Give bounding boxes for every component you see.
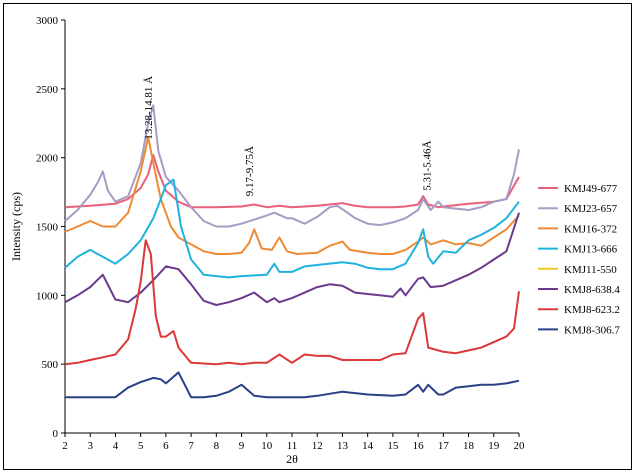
legend-item: KMJ23-657: [538, 203, 618, 215]
x-tick-label: 10: [261, 440, 273, 452]
x-tick-label: 13: [337, 440, 349, 452]
series-line-kmj49-677: [64, 153, 520, 209]
x-tick-label: 9: [239, 440, 245, 452]
y-tick-label: 1000: [36, 290, 59, 302]
y-tick-label: 500: [42, 359, 59, 371]
legend-label: KMJ8-306.7: [564, 324, 620, 336]
legend-item: KMJ13-666: [538, 244, 618, 256]
x-tick-label: 7: [188, 440, 194, 452]
legend-item: KMJ8-638.4: [538, 284, 620, 296]
legend-item: KMJ11-550: [538, 264, 617, 276]
legend-label: KMJ49-677: [564, 183, 618, 195]
peak-annotation: 9.17-9.75Å: [244, 146, 256, 196]
x-tick-label: 16: [413, 440, 425, 452]
legend-label: KMJ23-657: [564, 203, 618, 215]
legend-label: KMJ8-623.2: [564, 304, 620, 316]
x-tick-label: 17: [438, 440, 450, 452]
legend-item: KMJ16-372: [538, 223, 617, 235]
x-tick-label: 20: [514, 440, 526, 452]
x-tick-label: 6: [163, 440, 169, 452]
x-axis-title: 2θ: [286, 452, 298, 466]
peak-annotation: 5.31-5.46Å: [422, 141, 434, 191]
y-tick-label: 1500: [36, 222, 59, 234]
y-tick-label: 2500: [36, 84, 59, 96]
axes: 0 500 1000 1500 2000 2500 3000 2 3 4 5 6 7 8 9 10 11 12 13…: [36, 15, 525, 452]
series-line-kmj16-372: [64, 136, 520, 255]
x-tick-label: 2: [62, 440, 68, 452]
x-tick-label: 19: [488, 440, 500, 452]
x-tick-label: 12: [312, 440, 323, 452]
y-tick-label: 0: [53, 428, 59, 440]
legend-item: KMJ49-677: [538, 183, 618, 195]
y-tick-label: 2000: [36, 153, 59, 165]
x-tick-label: 11: [287, 440, 298, 452]
legend-label: KMJ16-372: [564, 223, 617, 235]
series-line-kmj8-623-2: [64, 239, 520, 366]
x-tick-label: 15: [387, 440, 399, 452]
legend-label: KMJ11-550: [564, 264, 617, 276]
x-tick-label: 5: [138, 440, 144, 452]
x-tick-label: 8: [214, 440, 220, 452]
x-tick-label: 18: [463, 440, 475, 452]
annotations: 13.28-14.81 Å 9.17-9.75Å 5.31-5.46Å: [143, 76, 434, 196]
series-line-kmj8-306-7: [65, 371, 520, 399]
x-tick-label: 14: [362, 440, 374, 452]
peak-annotation: 13.28-14.81 Å: [143, 76, 155, 140]
series-lines: [64, 104, 520, 399]
legend-label: KMJ8-638.4: [564, 284, 620, 296]
legend: KMJ49-677 KMJ23-657 KMJ16-372 KMJ13-666 KMJ1…: [538, 183, 620, 336]
series-line-kmj8-638-4: [64, 212, 520, 306]
chart-frame: [3, 3, 632, 470]
y-tick-label: 3000: [36, 15, 59, 27]
y-axis-title: Intensity (cps): [9, 192, 23, 261]
x-tick-label: 3: [87, 440, 93, 452]
series-line-kmj13-666: [64, 178, 520, 279]
legend-item: KMJ8-623.2: [538, 304, 620, 316]
x-tick-label: 4: [113, 440, 119, 452]
legend-label: KMJ13-666: [564, 244, 618, 256]
series-line-kmj23-657: [64, 104, 520, 228]
legend-item: KMJ8-306.7: [538, 324, 620, 336]
